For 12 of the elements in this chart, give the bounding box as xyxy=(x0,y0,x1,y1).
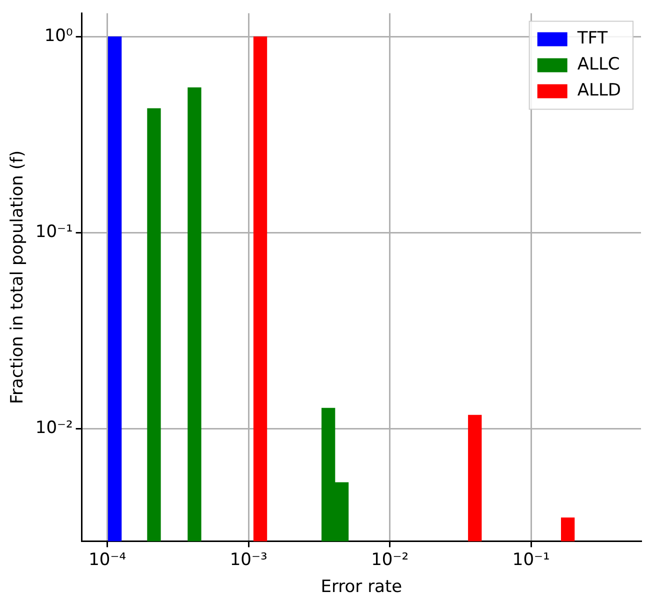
y-tick-label: 10⁰ xyxy=(44,26,73,46)
y-tick-label: 10⁻² xyxy=(35,418,73,438)
legend-label: ALLC xyxy=(577,54,620,75)
x-tick-label: 10⁻¹ xyxy=(512,550,550,570)
x-axis-title: Error rate xyxy=(320,577,402,598)
x-tick-label: 10⁻³ xyxy=(230,550,268,570)
y-tick-label: 10⁻¹ xyxy=(35,222,73,242)
legend-label: ALLD xyxy=(577,80,622,101)
y-axis-title: Fraction in total population (f) xyxy=(8,150,28,404)
legend-label: TFT xyxy=(576,28,608,49)
x-tick-label: 10⁻⁴ xyxy=(88,550,126,570)
x-tick-label: 10⁻² xyxy=(371,550,409,570)
